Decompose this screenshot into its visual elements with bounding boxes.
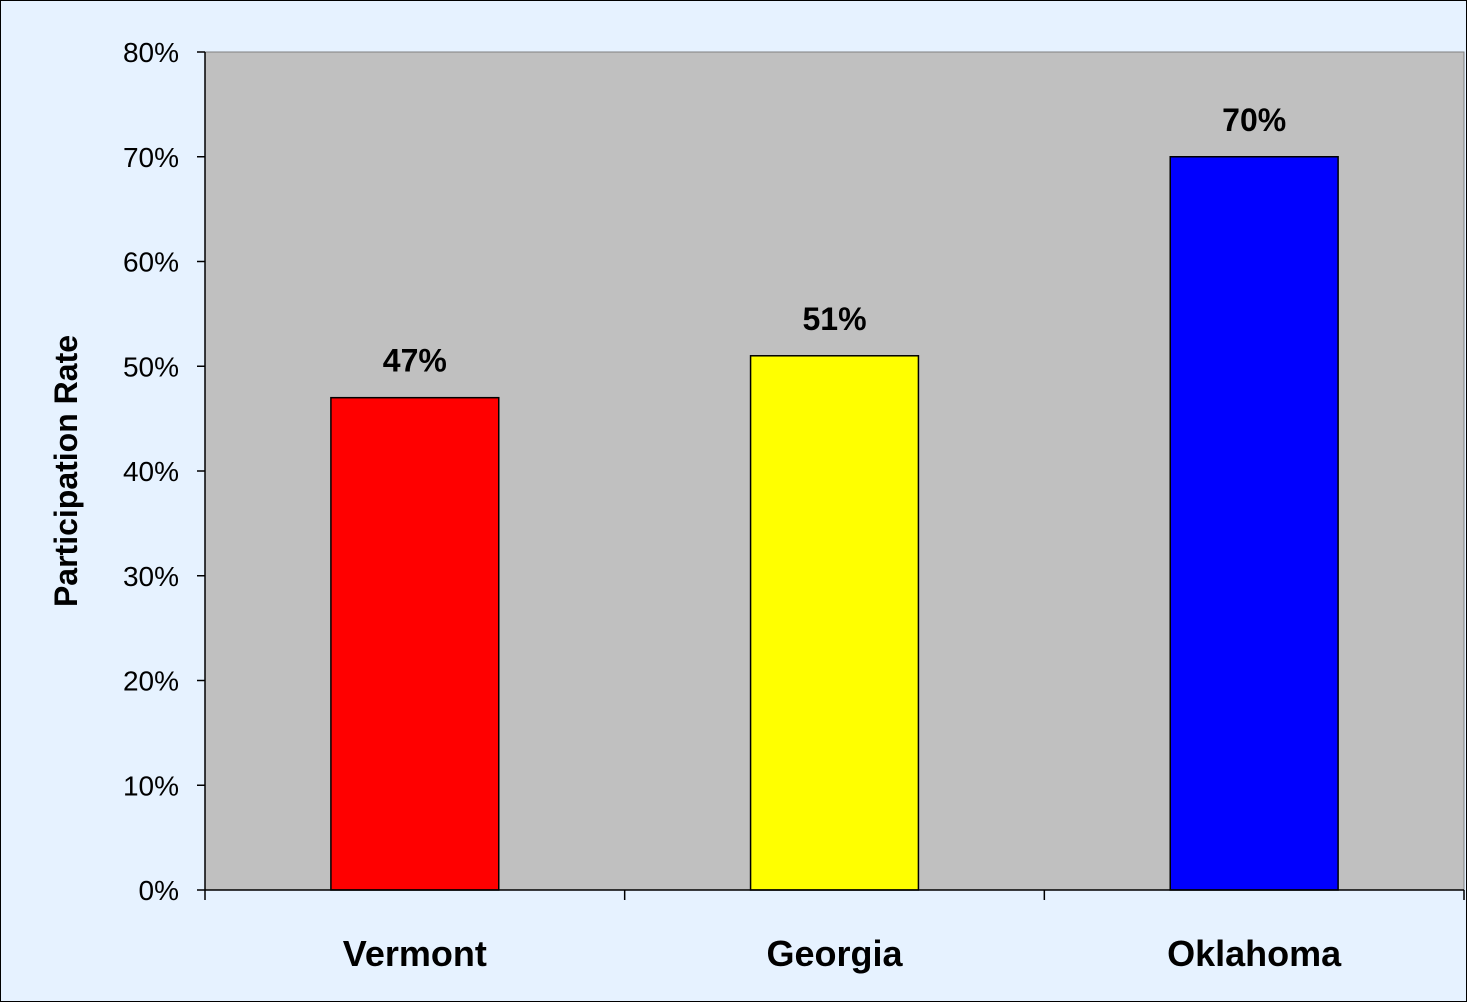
category-label: Vermont	[343, 933, 487, 974]
category-label: Georgia	[766, 933, 903, 974]
y-tick-label: 0%	[139, 875, 179, 906]
bars	[330, 156, 1339, 891]
bar-vermont	[330, 396, 500, 891]
bar-georgia	[749, 355, 920, 891]
y-tick-label: 10%	[123, 770, 179, 801]
y-tick-label: 20%	[123, 666, 179, 697]
y-tick-label: 70%	[123, 142, 179, 173]
data-label: 51%	[802, 301, 866, 337]
y-axis-title: Participation Rate	[48, 335, 84, 607]
category-labels: Vermont Georgia Oklahoma	[343, 933, 1342, 974]
y-tick-label: 60%	[123, 247, 179, 278]
y-tick-label: 50%	[123, 351, 179, 382]
y-tick-label: 40%	[123, 456, 179, 487]
y-axis-ticks: 0% 10% 20% 30% 40% 50% 60% 70% 80%	[123, 37, 205, 906]
data-label: 47%	[383, 343, 447, 379]
bar-oklahoma	[1169, 156, 1339, 891]
data-label: 70%	[1222, 102, 1286, 138]
data-labels: 47% 51% 70%	[383, 102, 1286, 379]
y-tick-label: 30%	[123, 561, 179, 592]
y-tick-label: 80%	[123, 37, 179, 68]
category-label: Oklahoma	[1167, 933, 1342, 974]
x-axis-ticks	[204, 890, 1465, 900]
